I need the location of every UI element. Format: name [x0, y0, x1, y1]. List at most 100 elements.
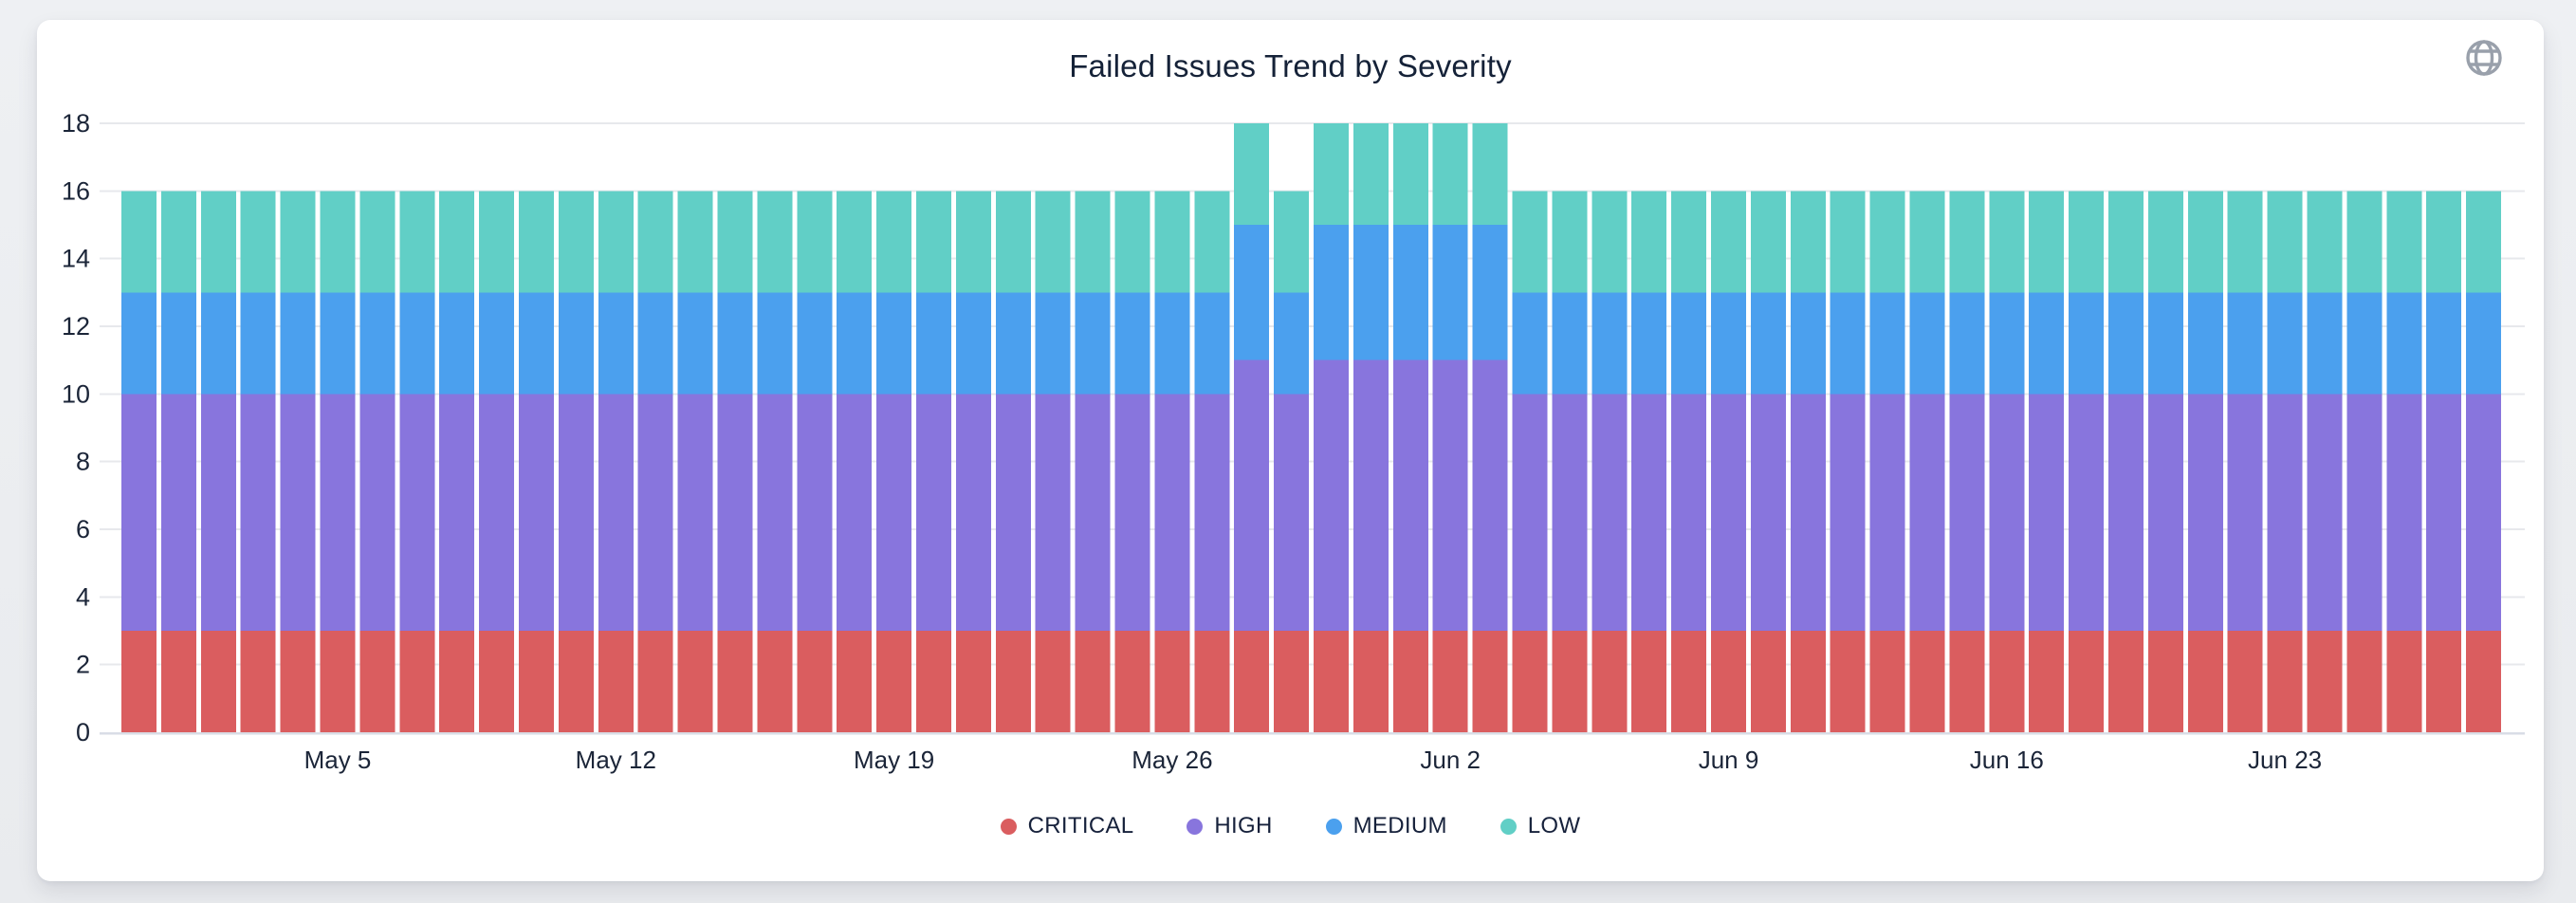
bar-segment-medium[interactable] [677, 292, 713, 395]
bar-segment-critical[interactable] [1392, 631, 1428, 732]
bar-segment-medium[interactable] [2386, 292, 2422, 395]
bar-segment-critical[interactable] [1075, 631, 1111, 732]
bar-segment-high[interactable] [1711, 394, 1746, 631]
bar-segment-critical[interactable] [1989, 631, 2025, 732]
bar-segment-high[interactable] [1909, 394, 1945, 631]
bar-segment-medium[interactable] [1711, 292, 1746, 395]
bar-segment-high[interactable] [717, 394, 753, 631]
bar-segment-low[interactable] [2108, 191, 2144, 293]
bar-segment-low[interactable] [837, 191, 873, 293]
bar-segment-high[interactable] [1830, 394, 1866, 631]
bar-segment-medium[interactable] [160, 292, 196, 395]
bar-segment-high[interactable] [1114, 394, 1150, 631]
bar-segment-low[interactable] [1154, 191, 1190, 293]
bar-segment-medium[interactable] [1869, 292, 1905, 395]
bar-segment-high[interactable] [2108, 394, 2144, 631]
bar-segment-critical[interactable] [2187, 631, 2223, 732]
bar-segment-high[interactable] [280, 394, 316, 631]
bar-segment-critical[interactable] [359, 631, 396, 732]
bar-segment-medium[interactable] [1909, 292, 1945, 395]
bar-segment-medium[interactable] [1274, 292, 1310, 395]
bar-segment-critical[interactable] [1671, 631, 1707, 732]
bar-segment-high[interactable] [2307, 394, 2343, 631]
bar-segment-medium[interactable] [399, 292, 435, 395]
bar-segment-high[interactable] [1352, 359, 1389, 631]
bar-segment-medium[interactable] [1472, 225, 1508, 360]
bar-segment-medium[interactable] [1552, 292, 1588, 395]
bar-segment-low[interactable] [757, 191, 793, 293]
bar-segment-critical[interactable] [1750, 631, 1786, 732]
bar-segment-high[interactable] [837, 394, 873, 631]
bar-segment-high[interactable] [1472, 359, 1508, 631]
bar-segment-medium[interactable] [558, 292, 594, 395]
bar-segment-medium[interactable] [1989, 292, 2025, 395]
bar-segment-critical[interactable] [1114, 631, 1150, 732]
bar-segment-critical[interactable] [240, 631, 276, 732]
bar-segment-critical[interactable] [637, 631, 673, 732]
bar-segment-low[interactable] [1352, 123, 1389, 225]
bar-segment-low[interactable] [995, 191, 1031, 293]
bar-segment-low[interactable] [876, 191, 912, 293]
bar-segment-low[interactable] [519, 191, 554, 293]
bar-segment-medium[interactable] [439, 292, 475, 395]
bar-segment-low[interactable] [1432, 123, 1468, 225]
legend-item-low[interactable]: LOW [1500, 813, 1581, 839]
bar-segment-critical[interactable] [479, 631, 515, 732]
legend-item-medium[interactable]: MEDIUM [1325, 813, 1447, 839]
bar-segment-critical[interactable] [2386, 631, 2422, 732]
bar-segment-low[interactable] [2307, 191, 2343, 293]
bar-segment-critical[interactable] [1234, 631, 1270, 732]
bar-segment-low[interactable] [1869, 191, 1905, 293]
bar-segment-medium[interactable] [2029, 292, 2065, 395]
bar-segment-low[interactable] [717, 191, 753, 293]
bar-segment-medium[interactable] [1512, 292, 1548, 395]
bar-segment-low[interactable] [2346, 191, 2383, 293]
bar-segment-low[interactable] [1512, 191, 1548, 293]
bar-segment-medium[interactable] [1949, 292, 1985, 395]
bar-segment-high[interactable] [1432, 359, 1468, 631]
bar-segment-high[interactable] [637, 394, 673, 631]
bar-segment-medium[interactable] [1750, 292, 1786, 395]
bar-segment-critical[interactable] [2267, 631, 2303, 732]
bar-segment-critical[interactable] [1035, 631, 1071, 732]
bar-segment-medium[interactable] [2147, 292, 2183, 395]
bar-segment-high[interactable] [955, 394, 991, 631]
bar-segment-low[interactable] [1035, 191, 1071, 293]
bar-segment-low[interactable] [1472, 123, 1508, 225]
bar-segment-critical[interactable] [598, 631, 634, 732]
bar-segment-critical[interactable] [2029, 631, 2065, 732]
bar-segment-medium[interactable] [240, 292, 276, 395]
bar-segment-low[interactable] [320, 191, 356, 293]
bar-segment-high[interactable] [439, 394, 475, 631]
bar-segment-medium[interactable] [121, 292, 156, 395]
bar-segment-high[interactable] [916, 394, 951, 631]
bar-segment-medium[interactable] [2466, 292, 2502, 395]
bar-segment-high[interactable] [1392, 359, 1428, 631]
bar-segment-medium[interactable] [1114, 292, 1150, 395]
bar-segment-low[interactable] [1830, 191, 1866, 293]
bar-segment-critical[interactable] [2147, 631, 2183, 732]
bar-segment-low[interactable] [1909, 191, 1945, 293]
bar-segment-critical[interactable] [1314, 631, 1349, 732]
bar-segment-critical[interactable] [1154, 631, 1190, 732]
bar-segment-critical[interactable] [1790, 631, 1826, 732]
bar-segment-high[interactable] [160, 394, 196, 631]
bar-segment-high[interactable] [519, 394, 554, 631]
bar-segment-low[interactable] [2187, 191, 2223, 293]
bar-segment-high[interactable] [1592, 394, 1628, 631]
bar-segment-medium[interactable] [1830, 292, 1866, 395]
bar-segment-high[interactable] [995, 394, 1031, 631]
bar-segment-critical[interactable] [280, 631, 316, 732]
bar-segment-critical[interactable] [320, 631, 356, 732]
bar-segment-high[interactable] [2069, 394, 2105, 631]
bar-segment-low[interactable] [1194, 191, 1230, 293]
bar-segment-low[interactable] [1949, 191, 1985, 293]
bar-segment-medium[interactable] [1234, 225, 1270, 360]
bar-segment-medium[interactable] [955, 292, 991, 395]
bar-segment-critical[interactable] [1512, 631, 1548, 732]
bar-segment-medium[interactable] [916, 292, 951, 395]
bar-segment-low[interactable] [1234, 123, 1270, 225]
bar-segment-critical[interactable] [2227, 631, 2263, 732]
bar-segment-low[interactable] [359, 191, 396, 293]
bar-segment-medium[interactable] [519, 292, 554, 395]
